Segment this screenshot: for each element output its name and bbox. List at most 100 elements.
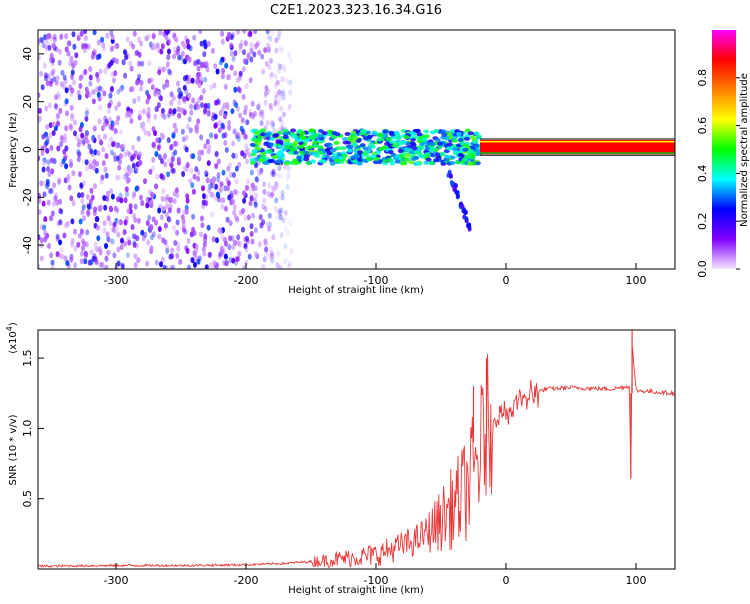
heatmap-cell: [270, 191, 275, 198]
heatmap-cell: [258, 214, 263, 221]
heatmap-cell: [303, 154, 310, 159]
heatmap-cell: [200, 215, 204, 222]
heatmap-cell: [157, 207, 162, 214]
heatmap-cell: [244, 143, 249, 150]
heatmap-cell: [79, 228, 84, 235]
heatmap-cell: [282, 132, 289, 136]
heatmap-cell: [235, 256, 240, 263]
heatmap-cell: [107, 143, 112, 149]
heatmap-cell: [275, 100, 280, 106]
heatmap-cell: [142, 108, 146, 115]
snr-x-label: Height of straight line (km): [288, 585, 424, 596]
heatmap-cell: [280, 93, 285, 100]
heatmap-cell: [113, 128, 118, 135]
heatmap-cell: [223, 113, 227, 120]
heatmap-cell: [467, 131, 474, 136]
heatmap-cell: [187, 56, 192, 63]
heatmap-cell: [286, 264, 291, 269]
heatmap-cell: [109, 59, 114, 66]
heatmap-cell: [97, 53, 102, 60]
heatmap-cell: [91, 134, 96, 141]
heatmap-cell: [149, 199, 154, 206]
heatmap-cell: [79, 258, 84, 265]
heatmap-cell: [245, 235, 249, 242]
heatmap-cell: [241, 94, 246, 100]
heatmap-cell: [286, 165, 291, 172]
heatmap-cell: [216, 158, 221, 165]
heatmap-cell: [131, 193, 136, 200]
heatmap-cell: [105, 190, 110, 197]
heatmap-cell: [341, 153, 348, 158]
heatmap-cell: [166, 113, 171, 120]
heatmap-cell: [127, 239, 132, 246]
heatmap-cell: [268, 73, 273, 80]
heatmap-cell: [73, 130, 77, 137]
heatmap-cell: [212, 259, 217, 266]
heatmap-cell: [356, 158, 363, 162]
heatmap-cell: [200, 102, 204, 109]
heatmap-cell: [131, 162, 136, 169]
heatmap-cell: [253, 201, 258, 208]
heatmap-cell: [113, 70, 118, 77]
heatmap-cell: [180, 107, 185, 114]
snr-x-ticks: -300 -200 -100 0 100: [104, 563, 647, 587]
heatmap-cell: [464, 136, 470, 141]
heatmap-cell: [70, 218, 75, 225]
heatmap-cell: [251, 113, 256, 119]
heatmap-cell: [218, 186, 223, 193]
heatmap-cell: [418, 146, 425, 150]
heatmap-cell: [63, 177, 68, 184]
heatmap-cell: [108, 205, 113, 212]
heatmap-cell: [287, 150, 294, 155]
heatmap-cell: [215, 237, 219, 244]
heatmap-cell: [377, 132, 384, 137]
heatmap-cell: [278, 264, 283, 269]
heatmap-cell: [155, 173, 160, 180]
heatmap-cell: [222, 259, 227, 266]
heatmap-cell: [229, 42, 234, 49]
heatmap-cell: [98, 249, 103, 256]
heatmap-cell: [64, 125, 69, 132]
heatmap-cell: [275, 262, 280, 269]
heatmap-cell: [111, 226, 116, 233]
heatmap-cell: [78, 83, 83, 89]
heatmap-cell: [43, 72, 48, 79]
heatmap-cell: [93, 242, 98, 248]
heatmap-cell: [58, 219, 63, 226]
colorbar-tick-label: 0.6: [696, 117, 709, 135]
heatmap-cell: [140, 60, 145, 67]
heatmap-cell: [155, 106, 160, 113]
heatmap-cell: [276, 151, 283, 156]
heatmap-cell: [264, 85, 269, 91]
heatmap-cell: [285, 229, 290, 236]
heatmap-cell: [433, 158, 439, 163]
heatmap-cell: [118, 86, 123, 93]
heatmap-cell: [184, 146, 189, 153]
heatmap-cell: [279, 90, 284, 97]
heatmap-cell: [163, 222, 168, 229]
heatmap-cell: [211, 115, 215, 122]
heatmap-cell: [270, 30, 275, 37]
heatmap-cell: [250, 238, 255, 245]
heatmap-cell: [92, 125, 97, 132]
heatmap-cell: [204, 171, 209, 177]
heatmap-cell: [176, 156, 181, 163]
heatmap-cell: [246, 185, 251, 192]
heatmap-cell: [49, 78, 54, 85]
heatmap-cell: [139, 79, 144, 86]
heatmap-cell: [150, 191, 155, 198]
heatmap-cell: [273, 83, 278, 89]
heatmap-cell: [195, 78, 200, 85]
heatmap-cell: [55, 235, 60, 242]
heatmap-cell: [196, 175, 201, 182]
heatmap-cell: [279, 172, 284, 179]
heatmap-cell: [184, 79, 189, 85]
heatmap-cell: [97, 118, 102, 125]
heatmap-cell: [136, 257, 141, 264]
heatmap-cell: [209, 132, 214, 139]
heatmap-cell: [52, 121, 56, 128]
snr-y-label: SNR (10 * v/v): [8, 414, 19, 485]
heatmap-cell: [41, 42, 46, 49]
heatmap-cell: [282, 66, 287, 73]
heatmap-cell: [401, 140, 408, 144]
